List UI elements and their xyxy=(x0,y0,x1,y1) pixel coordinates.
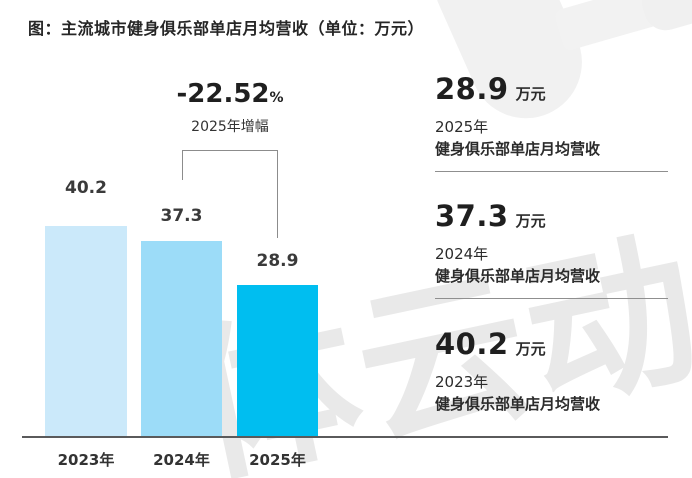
axis-label-2024: 2024年 xyxy=(153,451,210,469)
page-title: 图：主流城市健身俱乐部单店月均营收（单位：万元） xyxy=(28,19,425,38)
decrease-value: -22.52% xyxy=(148,80,312,112)
bar-2025 xyxy=(237,285,318,437)
stat-unit-2025: 万元 xyxy=(515,85,546,103)
bar-value-2024: 37.3 xyxy=(160,206,203,226)
stat-year-2024: 2024年 xyxy=(435,245,489,263)
stat-value-row: 37.3 万元 xyxy=(435,201,668,231)
bracket-horizontal-line xyxy=(182,150,278,151)
bar-value-2025: 28.9 xyxy=(256,251,299,271)
stat-label-2025: 健身俱乐部单店月均营收 xyxy=(435,140,601,158)
stat-label-2023: 健身俱乐部单店月均营收 xyxy=(435,395,601,413)
axis-label-2023: 2023年 xyxy=(57,451,115,469)
stat-unit-2024: 万元 xyxy=(515,212,546,230)
decrease-annotation: -22.52% 2025年增幅 xyxy=(148,80,312,136)
stat-year-2025: 2025年 xyxy=(435,118,489,136)
stat-block-2024: 37.3 万元 2024年 健身俱乐部单店月均营收 xyxy=(435,201,668,287)
bracket-left-leg xyxy=(182,150,183,180)
stat-value-2024: 37.3 xyxy=(435,199,509,233)
stat-label-2024: 健身俱乐部单店月均营收 xyxy=(435,267,601,285)
bar-2023 xyxy=(45,226,127,437)
bracket-right-leg xyxy=(277,150,278,238)
stat-year-2023: 2023年 xyxy=(435,373,489,391)
stat-divider-2 xyxy=(435,298,668,299)
stat-block-2023: 40.2 万元 2023年 健身俱乐部单店月均营收 xyxy=(435,329,668,415)
stat-divider-1 xyxy=(435,171,668,172)
stat-value-2025: 28.9 xyxy=(435,72,509,106)
bar-2024 xyxy=(141,241,222,437)
decrease-label: 2025年增幅 xyxy=(191,119,269,135)
stat-value-row: 40.2 万元 xyxy=(435,329,668,359)
bar-value-2023: 40.2 xyxy=(65,178,107,198)
x-axis-baseline xyxy=(22,436,668,438)
stat-value-row: 28.9 万元 xyxy=(435,74,668,104)
stat-block-2025: 28.9 万元 2025年 健身俱乐部单店月均营收 xyxy=(435,74,668,160)
percent-suffix: % xyxy=(269,90,284,106)
decrease-number: -22.52 xyxy=(176,79,270,109)
stat-value-2023: 40.2 xyxy=(435,327,509,361)
axis-label-2025: 2025年 xyxy=(249,451,306,469)
stat-unit-2023: 万元 xyxy=(515,340,546,358)
